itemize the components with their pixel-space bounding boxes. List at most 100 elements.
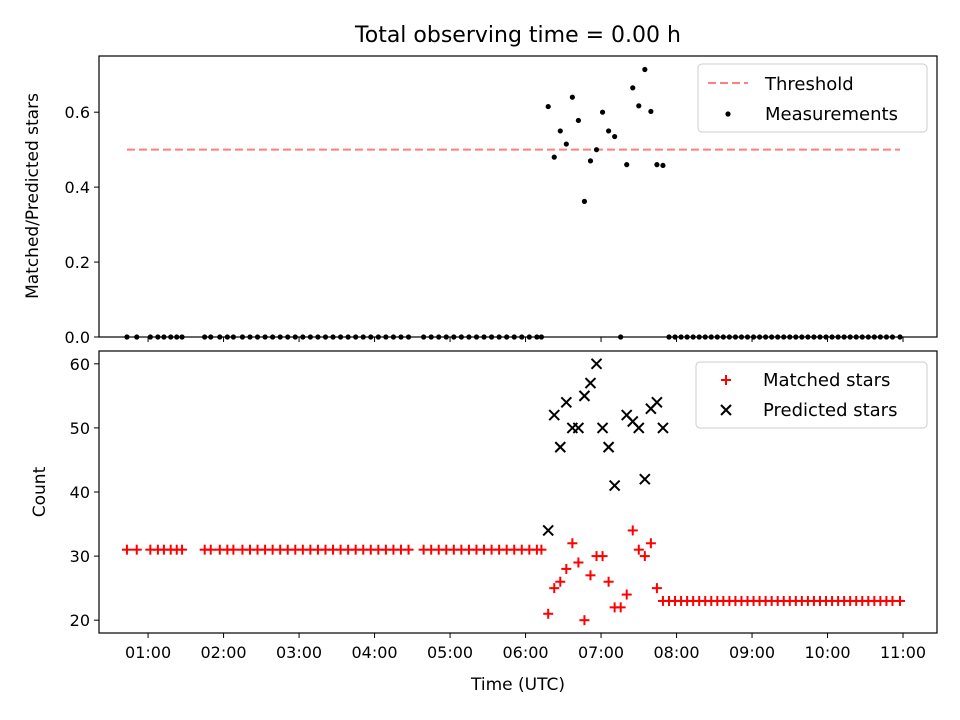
bottom-x-tick-label: 04:00 [352, 643, 398, 662]
predicted-point-b [657, 422, 669, 434]
legend-threshold-label: Threshold [764, 74, 854, 95]
legend-predicted-label: Predicted stars [763, 400, 897, 421]
bottom-y-axis-label: Count [30, 466, 50, 517]
bottom-y-ticks: 20 30 40 50 60 [70, 355, 99, 630]
bottom-x-tick-label: 08:00 [653, 643, 699, 662]
top-y-tick-label: 0.0 [65, 328, 90, 347]
predicted-point-b [548, 409, 560, 421]
matched-point [555, 576, 566, 587]
legend-matched-plus [721, 375, 731, 385]
predicted-point-b [639, 473, 651, 485]
predicted-point-b [578, 390, 591, 402]
predicted-point-b [560, 396, 573, 408]
predicted-point-b [554, 441, 566, 453]
legend-predicted-cross-b [720, 404, 732, 416]
measurement-point [624, 162, 630, 168]
bottom-x-ticks: 01:00 02:00 03:00 04:00 05:00 06:00 07:00 08:00… [125, 633, 926, 662]
predicted-point-b [596, 422, 609, 434]
bottom-y-tick-label: 40 [70, 483, 90, 502]
predicted-point-b [633, 422, 645, 434]
bottom-series [121, 358, 906, 626]
bottom-x-tick-label: 07:00 [578, 643, 624, 662]
bottom-x-tick-label: 06:00 [502, 643, 548, 662]
measurement-point [563, 141, 569, 147]
predicted-point [572, 422, 585, 434]
legend-predicted-cross [720, 404, 732, 416]
top-y-axis-label: Matched/Predicted stars [23, 93, 43, 299]
measurement-point [569, 94, 575, 100]
top-y-tick-label: 0.6 [65, 103, 90, 122]
matched-point [403, 544, 414, 555]
top-y-ticks: 0.0 0.2 0.4 0.6 [65, 103, 99, 347]
matched-point [131, 544, 142, 555]
measurement-point [593, 147, 600, 153]
predicted-point [651, 396, 663, 408]
predicted-point-b [572, 422, 585, 434]
bottom-legend-box [695, 361, 928, 429]
legend-measurements-label: Measurements [765, 104, 898, 125]
measurement-point [551, 154, 557, 160]
predicted-point-b [584, 377, 597, 389]
measurement-point [654, 162, 660, 168]
predicted-point-b [602, 441, 615, 453]
predicted-point-b [621, 409, 633, 421]
measurement-point [648, 108, 654, 115]
matched-point [645, 538, 656, 549]
bottom-x-tick-label: 11:00 [880, 643, 926, 662]
matched-point [228, 544, 239, 555]
bottom-y-tick-label: 20 [70, 611, 90, 630]
matched-point [177, 544, 188, 555]
measurement-point [660, 162, 666, 169]
bottom-panel: Count Time (UTC) 20 30 40 50 60 01:00 02:00 03… [30, 350, 938, 695]
measurement-point [605, 128, 612, 134]
bottom-x-axis-label: Time (UTC) [470, 675, 565, 695]
matched-point [579, 615, 590, 626]
predicted-point-b [627, 415, 639, 428]
matched-point [627, 525, 638, 536]
matched-point [573, 557, 584, 568]
bottom-x-tick-label: 10:00 [804, 643, 850, 662]
predicted-point-b [651, 396, 663, 408]
predicted-point [584, 377, 597, 389]
measurement-point [587, 158, 594, 164]
bottom-x-tick-label: 02:00 [201, 643, 247, 662]
top-legend-box [697, 63, 928, 133]
predicted-point [608, 479, 621, 492]
predicted-point-b [590, 358, 603, 370]
bottom-x-tick-label: 01:00 [125, 643, 171, 662]
matched-point [597, 551, 608, 562]
predicted-point-b [608, 479, 621, 492]
matched-point [561, 563, 572, 574]
top-panel: Matched/Predicted stars 0.0 0.2 0.4 0.6 Thr… [23, 55, 938, 347]
legend-measurements-marker [725, 111, 731, 117]
matched-point [585, 570, 596, 581]
measurement-point [630, 85, 636, 91]
bottom-y-tick-label: 50 [70, 419, 90, 438]
legend-matched-label: Matched stars [763, 370, 890, 391]
top-axes-frame [98, 55, 938, 338]
predicted-point [578, 390, 591, 402]
predicted-point [548, 409, 560, 421]
measurement-point [557, 128, 563, 134]
predicted-point [639, 473, 651, 485]
bottom-legend: Matched stars Predicted stars [695, 361, 928, 429]
matched-point [567, 538, 578, 549]
legend-predicted-marker [720, 404, 732, 416]
bottom-x-tick-label: 09:00 [729, 643, 775, 662]
chart-title: Total observing time = 0.00 h [354, 23, 681, 48]
matched-point [205, 544, 216, 555]
measurement-point [545, 103, 551, 110]
matched-point [603, 576, 614, 587]
measurement-point [581, 198, 588, 204]
bottom-y-tick-label: 60 [70, 355, 90, 374]
predicted-point [633, 422, 645, 434]
measurement-point [612, 133, 618, 140]
bottom-axes-frame [98, 350, 938, 634]
matched-point [536, 544, 547, 555]
predicted-point [657, 422, 669, 434]
bottom-x-tick-label: 03:00 [276, 643, 322, 662]
predicted-point-b [542, 524, 554, 537]
predicted-point [590, 358, 603, 370]
measurement-point [599, 109, 606, 115]
